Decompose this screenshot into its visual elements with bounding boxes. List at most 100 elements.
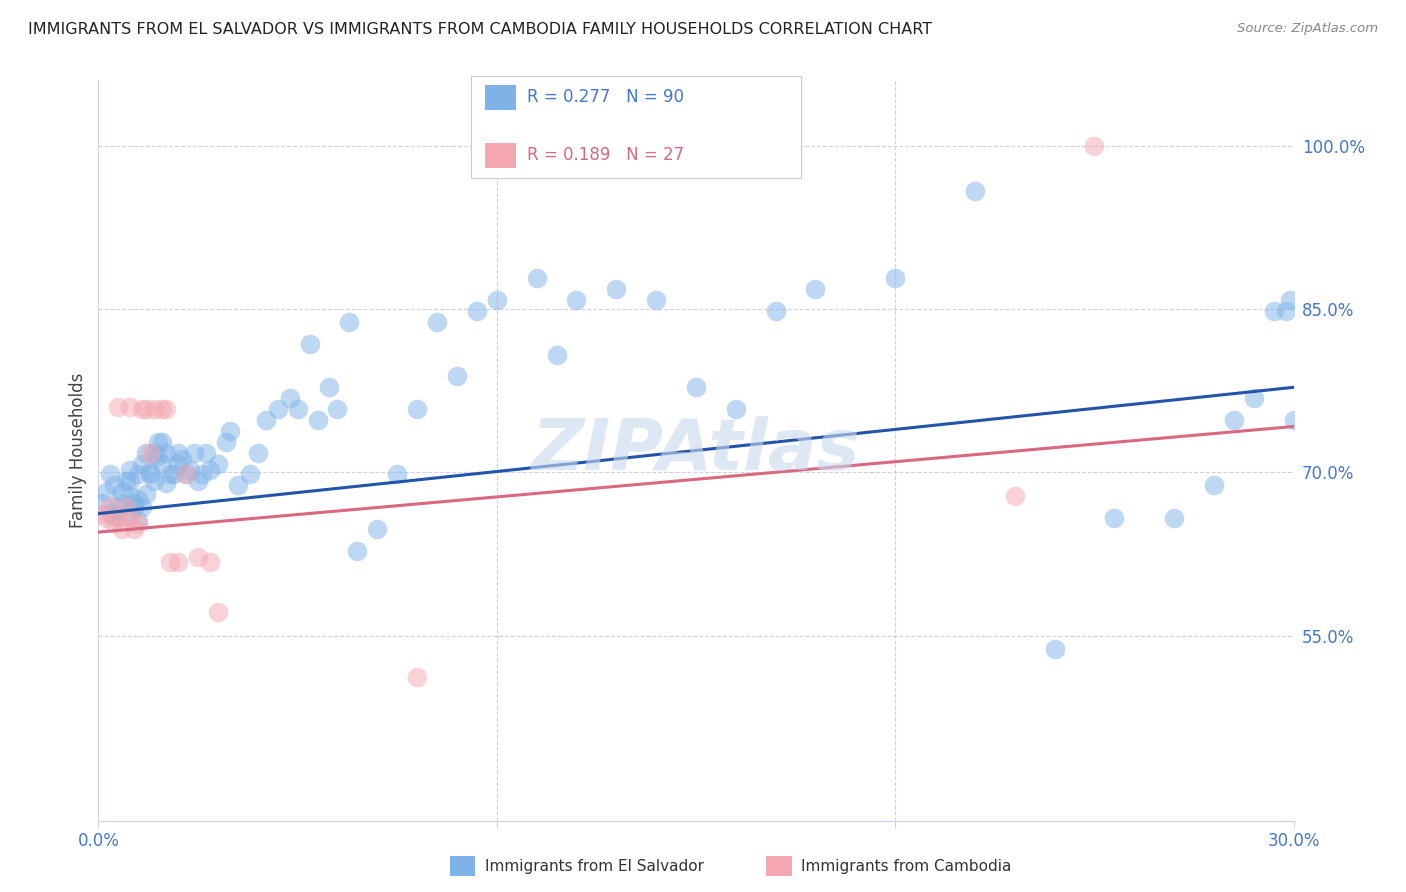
Point — [267, 402, 290, 417]
Point — [98, 506, 122, 520]
Point — [207, 457, 229, 471]
Point — [159, 467, 181, 482]
Text: R = 0.277   N = 90: R = 0.277 N = 90 — [527, 88, 685, 106]
Point — [346, 543, 368, 558]
Point — [148, 434, 170, 449]
Point — [546, 348, 568, 362]
Point — [1282, 413, 1305, 427]
Point — [526, 271, 548, 285]
Point — [307, 413, 329, 427]
Point — [406, 670, 429, 684]
Point — [645, 293, 668, 308]
Point — [191, 467, 214, 482]
Text: ZIPAtlas: ZIPAtlas — [531, 416, 860, 485]
Point — [167, 555, 190, 569]
Point — [115, 500, 138, 514]
Point — [96, 484, 118, 499]
Point — [207, 605, 229, 619]
Point — [131, 402, 153, 417]
Point — [120, 400, 142, 414]
Point — [246, 445, 269, 459]
Point — [120, 463, 142, 477]
Point — [1104, 511, 1126, 525]
Text: Immigrants from Cambodia: Immigrants from Cambodia — [801, 859, 1012, 873]
Point — [226, 478, 249, 492]
Text: IMMIGRANTS FROM EL SALVADOR VS IMMIGRANTS FROM CAMBODIA FAMILY HOUSEHOLDS CORREL: IMMIGRANTS FROM EL SALVADOR VS IMMIGRANT… — [28, 22, 932, 37]
Point — [159, 555, 181, 569]
Point — [91, 507, 114, 521]
Point — [318, 380, 340, 394]
Point — [426, 315, 449, 329]
Point — [143, 402, 166, 417]
Point — [804, 282, 827, 296]
Point — [385, 467, 409, 482]
Point — [127, 517, 149, 532]
Point — [174, 467, 197, 482]
Point — [183, 445, 205, 459]
Point — [127, 492, 149, 507]
Point — [150, 434, 173, 449]
Point — [565, 293, 588, 308]
Point — [287, 402, 309, 417]
Point — [98, 467, 122, 482]
Point — [96, 511, 118, 525]
Point — [172, 452, 194, 467]
Point — [198, 463, 221, 477]
Point — [254, 413, 277, 427]
Point — [1243, 391, 1265, 405]
Point — [148, 449, 170, 463]
Point — [143, 474, 166, 488]
Point — [103, 516, 125, 531]
Point — [120, 474, 142, 488]
Point — [1163, 511, 1185, 525]
Point — [91, 496, 114, 510]
Point — [155, 445, 177, 459]
Point — [107, 508, 129, 523]
Point — [103, 508, 125, 523]
Point — [465, 304, 488, 318]
Point — [127, 467, 149, 482]
Point — [135, 487, 157, 501]
Point — [765, 304, 787, 318]
Point — [111, 496, 134, 510]
Point — [135, 402, 157, 417]
Text: Immigrants from El Salvador: Immigrants from El Salvador — [485, 859, 704, 873]
Point — [605, 282, 627, 296]
Point — [155, 402, 177, 417]
Point — [1202, 478, 1225, 492]
Point — [107, 511, 129, 525]
Point — [107, 500, 129, 514]
Point — [278, 391, 301, 405]
Point — [198, 555, 221, 569]
Point — [155, 476, 177, 491]
Point — [685, 380, 707, 394]
Y-axis label: Family Households: Family Households — [69, 373, 87, 528]
Point — [1263, 304, 1285, 318]
Point — [174, 467, 197, 482]
Point — [1274, 304, 1296, 318]
Point — [187, 474, 209, 488]
Point — [187, 550, 209, 565]
Point — [298, 336, 321, 351]
Point — [326, 402, 349, 417]
Point — [215, 434, 238, 449]
Point — [1004, 489, 1026, 503]
Point — [219, 424, 242, 438]
Point — [195, 445, 218, 459]
Point — [127, 514, 149, 528]
Point — [107, 400, 129, 414]
Point — [163, 467, 186, 482]
Point — [139, 445, 162, 459]
Point — [179, 463, 201, 477]
Point — [1043, 641, 1066, 656]
Text: Source: ZipAtlas.com: Source: ZipAtlas.com — [1237, 22, 1378, 36]
Point — [139, 465, 162, 479]
Point — [485, 293, 508, 308]
Point — [150, 402, 173, 417]
Point — [1083, 138, 1105, 153]
Point — [963, 185, 986, 199]
Point — [406, 402, 429, 417]
Point — [724, 402, 747, 417]
Point — [131, 500, 153, 514]
Point — [120, 489, 142, 503]
